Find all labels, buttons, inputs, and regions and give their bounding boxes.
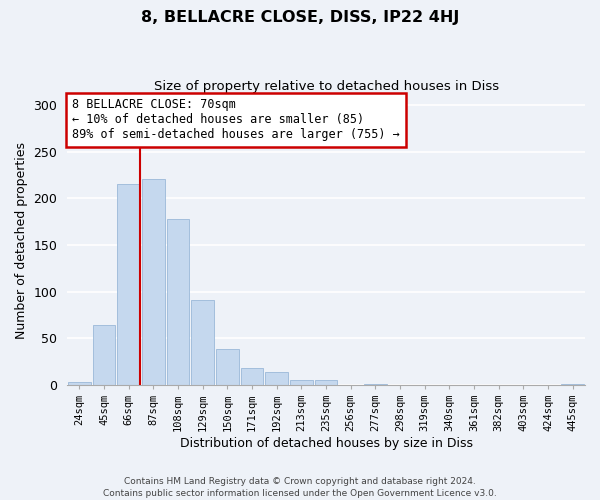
Bar xyxy=(142,178,165,385)
Text: 8 BELLACRE CLOSE: 70sqm
← 10% of detached houses are smaller (85)
89% of semi-de: 8 BELLACRE CLOSE: 70sqm ← 10% of detache… xyxy=(73,98,400,142)
Bar xyxy=(364,384,387,385)
Bar xyxy=(290,380,313,385)
X-axis label: Distribution of detached houses by size in Diss: Distribution of detached houses by size … xyxy=(179,437,473,450)
Bar xyxy=(118,184,140,385)
Bar xyxy=(265,372,288,385)
Text: Contains HM Land Registry data © Crown copyright and database right 2024.
Contai: Contains HM Land Registry data © Crown c… xyxy=(103,476,497,498)
Bar xyxy=(68,382,91,385)
Bar xyxy=(562,384,584,385)
Bar xyxy=(216,348,239,385)
Bar xyxy=(93,325,115,385)
Title: Size of property relative to detached houses in Diss: Size of property relative to detached ho… xyxy=(154,80,499,93)
Bar xyxy=(241,368,263,385)
Bar xyxy=(167,219,190,385)
Text: 8, BELLACRE CLOSE, DISS, IP22 4HJ: 8, BELLACRE CLOSE, DISS, IP22 4HJ xyxy=(141,10,459,25)
Y-axis label: Number of detached properties: Number of detached properties xyxy=(15,142,28,338)
Bar xyxy=(315,380,337,385)
Bar xyxy=(191,300,214,385)
